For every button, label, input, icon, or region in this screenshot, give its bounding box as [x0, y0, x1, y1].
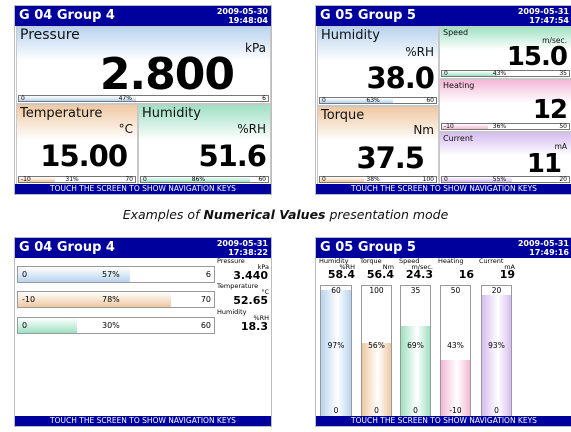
channel-value: 11 [526, 149, 562, 179]
channel-value: 37.5 [356, 141, 425, 175]
title-bar: G 05 Group 5 2009-05-31 17:47:54 [316, 6, 571, 26]
channel-unit: kPa [245, 41, 266, 55]
channel-value: 12 [532, 95, 568, 125]
datetime: 2009-05-30 19:48:04 [216, 7, 268, 25]
vbar-current[interactable]: 20 93% 0 [481, 285, 512, 417]
tile-pressure[interactable]: Pressure kPa 2.800 0 47% 6 [16, 26, 271, 104]
level-bar: 0 43% 35 [441, 70, 570, 77]
datetime: 2009-05-31 17:47:54 [517, 7, 569, 25]
navigation-hint[interactable]: TOUCH THE SCREEN TO SHOW NAVIGATION KEYS [316, 416, 571, 426]
channel-unit: %RH [405, 45, 434, 59]
channel-unit: m/sec. [542, 36, 567, 45]
vbar-speed[interactable]: 35 69% 0 [400, 285, 431, 417]
header-current[interactable]: Current mA 19 [479, 258, 515, 281]
readout-temperature[interactable]: Temperature °C 52.65 [217, 283, 269, 307]
channel-value: 51.6 [198, 139, 267, 173]
screen-group4-bargraph[interactable]: G 04 Group 4 2009-05-31 17:38:22 0 57% 6 -1… [14, 237, 272, 427]
level-bar: 0 63% 60 [319, 97, 437, 104]
title-bar: G 04 Group 4 2009-05-30 19:48:04 [15, 6, 271, 26]
channel-unit: °C [118, 122, 133, 136]
level-fill [19, 177, 55, 182]
level-bar: 0 55% 20 [441, 176, 570, 183]
level-fill [442, 71, 497, 76]
group-title: G 05 Group 5 [320, 240, 416, 255]
readout-humidity[interactable]: Humidity %RH 18.3 [217, 309, 269, 333]
level-bar: -10 31% 70 [18, 176, 136, 183]
vbar-heating[interactable]: 50 43% -10 [440, 285, 471, 417]
group-title: G 05 Group 5 [320, 8, 416, 23]
tile-heating[interactable]: Heating 12 -10 36% 50 [439, 79, 571, 132]
level-fill [19, 96, 137, 101]
bar-humidity[interactable]: 0 30% 60 [17, 317, 215, 334]
datetime: 2009-05-31 17:38:22 [216, 239, 268, 257]
header-speed[interactable]: Speed m/sec. 24.3 [399, 258, 433, 281]
tile-current[interactable]: Current mA 11 0 55% 20 [439, 132, 571, 185]
level-fill [320, 177, 365, 182]
title-bar: G 04 Group 4 2009-05-31 17:38:22 [15, 238, 271, 258]
caption: Examples of Numerical Values presentatio… [122, 207, 449, 222]
channel-name: Current [443, 134, 474, 143]
screen-group5-numerical[interactable]: G 05 Group 5 2009-05-31 17:47:54 Humidity… [315, 5, 571, 195]
channel-value: 38.0 [366, 61, 435, 95]
channel-value: 15.0 [506, 42, 568, 72]
navigation-hint[interactable]: TOUCH THE SCREEN TO SHOW NAVIGATION KEYS [15, 184, 271, 194]
channel-name: Torque [321, 108, 365, 123]
channel-name: Humidity [321, 28, 380, 43]
bar-temperature[interactable]: -10 78% 70 [17, 291, 215, 308]
tile-humidity[interactable]: Humidity %RH 51.6 0 86% 60 [138, 104, 271, 185]
level-bar: 0 38% 100 [319, 176, 437, 183]
channel-unit: mA [554, 142, 567, 151]
level-fill [441, 360, 470, 416]
level-bar: -10 36% 50 [441, 123, 570, 130]
level-fill [442, 177, 512, 182]
channel-name: Temperature [20, 106, 103, 121]
level-fill [442, 124, 488, 129]
level-fill [321, 289, 351, 416]
level-fill [362, 343, 391, 416]
tile-humidity[interactable]: Humidity %RH 38.0 0 63% 60 [317, 26, 439, 106]
level-bar: 0 47% 6 [18, 95, 269, 102]
navigation-hint[interactable]: TOUCH THE SCREEN TO SHOW NAVIGATION KEYS [316, 184, 571, 194]
level-fill [18, 267, 130, 282]
channel-name: Heating [443, 81, 475, 90]
level-bar: 0 86% 60 [140, 176, 269, 183]
header-torque[interactable]: Torque Nm 56.4 [360, 258, 394, 281]
level-fill [320, 98, 394, 103]
screen-group5-bargraph[interactable]: G 05 Group 5 2009-05-31 17:49:16 Humidity… [315, 237, 571, 427]
vbar-torque[interactable]: 100 56% 0 [361, 285, 392, 417]
level-fill [482, 295, 511, 416]
channel-name: Speed [443, 28, 469, 37]
bar-pressure[interactable]: 0 57% 6 [17, 266, 215, 283]
tile-speed[interactable]: Speed m/sec. 15.0 0 43% 35 [439, 26, 571, 79]
title-bar: G 05 Group 5 2009-05-31 17:49:16 [316, 238, 571, 258]
channel-value: 15.00 [40, 139, 128, 173]
tile-temperature[interactable]: Temperature °C 15.00 -10 31% 70 [16, 104, 138, 185]
channel-value: 2.800 [99, 49, 235, 100]
level-fill [18, 292, 171, 307]
level-fill [18, 318, 77, 333]
header-heating[interactable]: Heating 16 [438, 258, 474, 281]
channel-unit: Nm [413, 123, 434, 137]
vbar-humidity[interactable]: 60 97% 0 [320, 285, 352, 417]
level-fill [141, 177, 251, 182]
channel-name: Pressure [20, 27, 80, 43]
datetime: 2009-05-31 17:49:16 [517, 239, 569, 257]
group-title: G 04 Group 4 [19, 240, 115, 255]
readout-pressure[interactable]: Pressure kPa 3.440 [217, 258, 269, 282]
header-humidity[interactable]: Humidity %RH 58.4 [319, 258, 355, 281]
level-fill [401, 326, 430, 416]
channel-unit: %RH [237, 122, 266, 136]
group-title: G 04 Group 4 [19, 8, 115, 23]
screen-group4-numerical[interactable]: G 04 Group 4 2009-05-30 19:48:04 Pressure… [14, 5, 272, 195]
navigation-hint[interactable]: TOUCH THE SCREEN TO SHOW NAVIGATION KEYS [15, 416, 271, 426]
tile-torque[interactable]: Torque Nm 37.5 0 38% 100 [317, 106, 439, 185]
channel-name: Humidity [142, 106, 201, 121]
